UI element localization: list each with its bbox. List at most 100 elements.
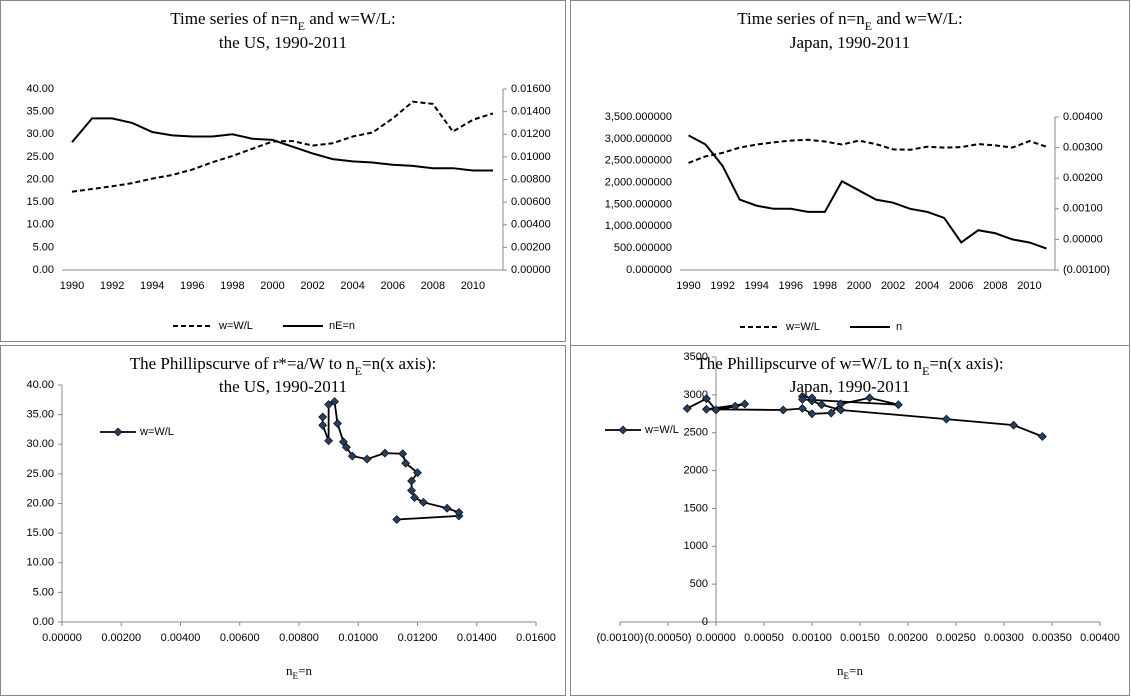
y-tick-label: 40.00	[26, 379, 54, 391]
point	[401, 458, 411, 468]
x-axis-label-part: n	[286, 663, 293, 678]
x-tick-label: 2010	[461, 280, 485, 292]
panel-frame	[0, 0, 566, 342]
y-tick-label: 2000	[684, 464, 708, 476]
point	[442, 503, 452, 513]
x-tick-label: 0.00800	[279, 632, 319, 644]
y-tick-label: 15.00	[26, 196, 54, 208]
point	[413, 468, 422, 478]
x-tick-label: 0.00400	[1080, 632, 1120, 644]
y-tick-label: 3500	[684, 351, 708, 363]
x-tick-label: 0.00150	[840, 632, 880, 644]
chart-title-part: Japan, 1990-2011	[790, 377, 910, 396]
x-axis-label: nE=n	[286, 663, 312, 681]
x-tick-label: 0.00200	[888, 632, 928, 644]
point	[324, 436, 334, 446]
y2-tick-label: 0.00000	[511, 264, 551, 276]
x-tick-label: 0.00350	[1032, 632, 1072, 644]
y2-tick-label: 0.01600	[511, 83, 551, 95]
y2-tick-label: 0.00400	[511, 219, 551, 231]
y2-tick-label: 0.00200	[1063, 172, 1103, 184]
chart-title-part: the US, 1990-2011	[219, 33, 347, 52]
y2-tick-label: 0.00000	[1063, 233, 1103, 245]
chart-title-part: The Phillipscurve of r*=a/W to n	[130, 354, 356, 373]
chart-title-part: Japan, 1990-2011	[790, 33, 910, 52]
series-line	[688, 138, 1047, 164]
y-tick-label: 10.00	[26, 219, 54, 231]
point	[410, 493, 419, 502]
y-tick-label: 3000	[684, 389, 708, 401]
point	[407, 486, 416, 495]
x-tick-label: 2010	[1017, 280, 1041, 292]
chart-title-part: Time series of n=n	[737, 9, 865, 28]
chart-title: The Phillipscurve of r*=a/W to nE=n(x ax…	[130, 354, 437, 378]
point	[836, 405, 846, 415]
series-line	[71, 117, 493, 172]
y-tick-label: 10.00	[26, 557, 54, 569]
x-tick-label: 1998	[813, 280, 837, 292]
y2-tick-label: (0.00100)	[1063, 264, 1110, 276]
y-tick-label: 30.00	[26, 438, 54, 450]
y2-tick-label: 0.01200	[511, 128, 551, 140]
chart-title-part: The Phillipscurve of w=W/L to n	[696, 354, 922, 373]
y-tick-label: 35.00	[26, 106, 54, 118]
x-tick-label: 0.00600	[220, 632, 260, 644]
y-tick-label: 500.000000	[614, 242, 672, 254]
chart-title-part: E	[298, 19, 305, 33]
y2-tick-label: 0.00200	[511, 241, 551, 253]
y-tick-label: 5.00	[33, 586, 54, 598]
y-tick-label: 40.00	[26, 83, 54, 95]
point	[318, 412, 328, 422]
point	[797, 404, 807, 413]
legend-label: w=W/L	[785, 321, 820, 333]
x-tick-label: 0.01000	[338, 632, 378, 644]
chart-title: Time series of n=nE and w=W/L:	[737, 9, 963, 33]
point	[778, 405, 788, 415]
y-tick-label: 0	[702, 616, 708, 628]
legend-label: n	[896, 321, 902, 333]
x-tick-label: 2002	[300, 280, 324, 292]
chart-title: the US, 1990-2011	[219, 377, 347, 396]
y-tick-label: 0.000000	[626, 264, 672, 276]
x-tick-label: (0.00100)	[596, 632, 643, 644]
x-tick-label: 2008	[421, 280, 445, 292]
point	[419, 497, 428, 507]
chart-title-part: =n(x axis):	[929, 354, 1003, 373]
x-tick-label: 2006	[949, 280, 973, 292]
chart-title: Japan, 1990-2011	[790, 33, 910, 52]
point	[454, 507, 464, 517]
x-axis-label-part: E	[293, 671, 299, 681]
x-tick-label: 0.00050	[744, 632, 784, 644]
point	[826, 408, 836, 418]
x-tick-label: 0.00400	[161, 632, 201, 644]
x-tick-label: 1996	[180, 280, 204, 292]
legend-label: nE=n	[329, 320, 355, 332]
y2-tick-label: 0.00100	[1063, 203, 1103, 215]
y-tick-label: 3,500.000000	[605, 111, 672, 123]
point	[893, 400, 903, 410]
point	[380, 448, 390, 458]
y-tick-label: 0.00	[33, 616, 54, 628]
x-axis-label-part: =n	[849, 663, 863, 678]
y-tick-label: 15.00	[26, 527, 54, 539]
y-tick-label: 20.00	[26, 173, 54, 185]
panel-frame	[570, 345, 1130, 696]
x-tick-label: 2008	[983, 280, 1007, 292]
point	[398, 449, 408, 459]
y-tick-label: 25.00	[26, 468, 54, 480]
x-tick-label: 1992	[100, 280, 124, 292]
x-tick-label: 1996	[779, 280, 803, 292]
point	[865, 393, 875, 403]
y-tick-label: 30.00	[26, 128, 54, 140]
point	[339, 437, 348, 447]
y-tick-label: 3,000.000000	[605, 133, 672, 145]
y-tick-label: 500	[690, 578, 708, 590]
series-line	[686, 395, 1043, 438]
y-tick-label: 35.00	[26, 409, 54, 421]
point	[347, 451, 357, 461]
x-tick-label: 1994	[744, 280, 768, 292]
panel-frame	[0, 345, 566, 696]
chart-title: the US, 1990-2011	[219, 33, 347, 52]
